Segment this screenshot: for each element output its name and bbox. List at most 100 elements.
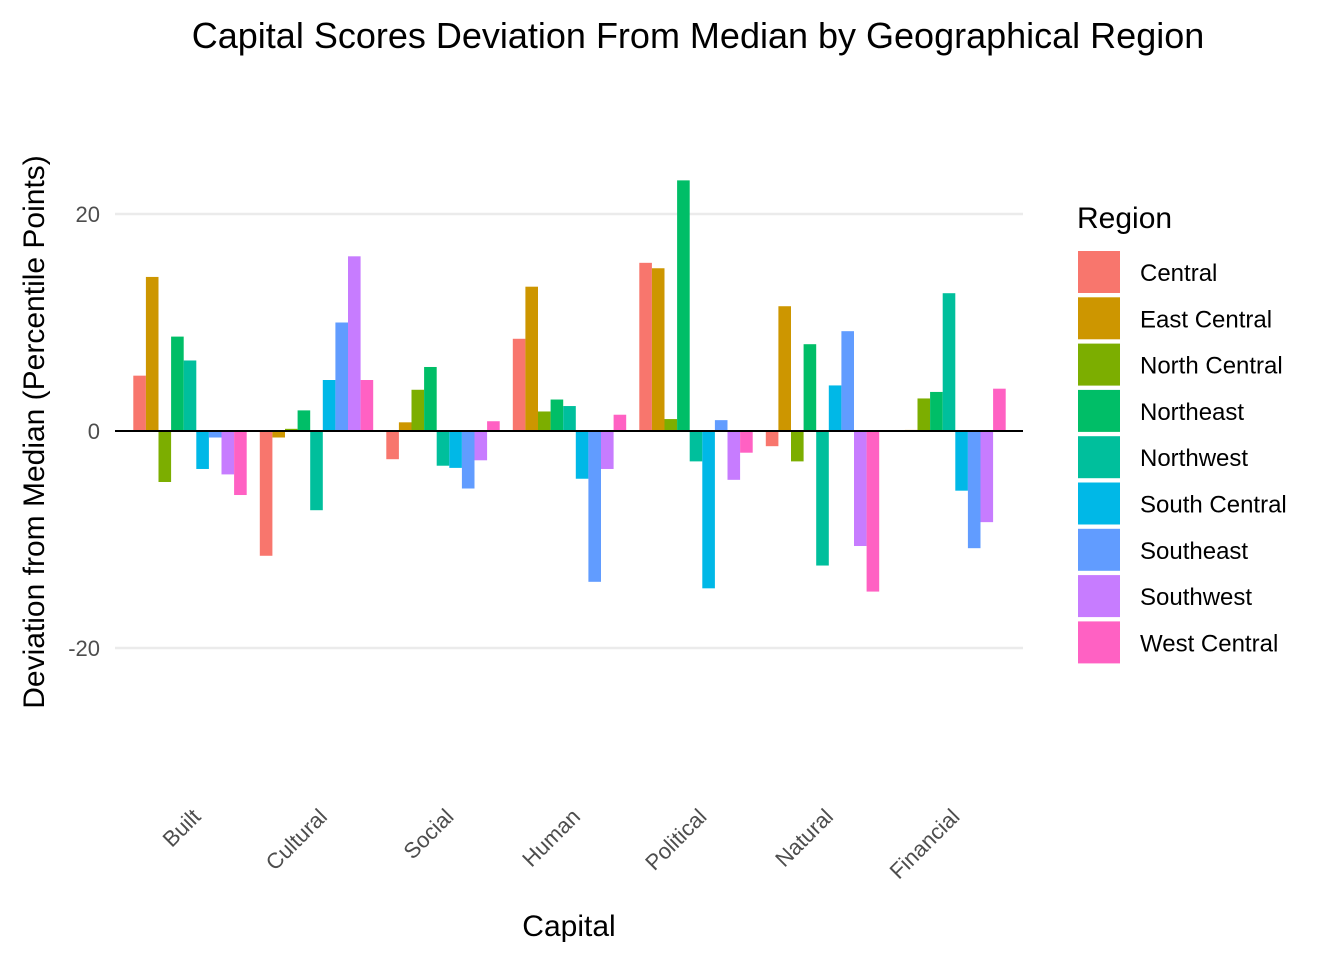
x-tick-label: Financial xyxy=(885,804,965,884)
bar-natural-southeast xyxy=(841,331,854,431)
legend-label: Northwest xyxy=(1140,445,1248,472)
bar-natural-northeast xyxy=(803,344,817,431)
bar-natural-central xyxy=(765,431,779,447)
bar-social-southwest xyxy=(474,431,488,461)
legend-title: Region xyxy=(1077,202,1172,235)
legend-swatch xyxy=(1078,528,1120,571)
bar-built-north-central xyxy=(158,431,172,482)
bar-natural-northwest xyxy=(816,431,829,566)
legend-swatch xyxy=(1078,251,1120,293)
bar-political-northwest xyxy=(689,431,703,462)
bar-political-west-central xyxy=(740,431,753,453)
bar-cultural-south-central xyxy=(322,380,336,431)
bar-financial-southeast xyxy=(967,431,981,549)
legend-item-south-central: South Central xyxy=(1078,482,1287,525)
bar-financial-northwest xyxy=(942,293,956,431)
legend-swatch xyxy=(1078,621,1120,664)
bar-natural-south-central xyxy=(828,385,842,431)
legend-item-central: Central xyxy=(1078,251,1217,293)
legend-swatch xyxy=(1078,297,1120,340)
bar-built-northeast xyxy=(171,336,184,431)
legend-item-northwest: Northwest xyxy=(1078,436,1248,479)
bar-social-northwest xyxy=(436,431,450,466)
x-tick-label: Human xyxy=(517,804,585,872)
bar-cultural-central xyxy=(259,431,273,556)
bar-financial-southwest xyxy=(980,431,994,523)
bar-financial-north-central xyxy=(917,398,931,431)
legend-items: Central East Central North Central Northeas… xyxy=(1078,251,1287,664)
legend-swatch xyxy=(1078,575,1120,618)
bar-cultural-north-central xyxy=(285,428,298,431)
legend-item-southwest: Southwest xyxy=(1078,575,1252,618)
bar-human-southeast xyxy=(588,431,601,582)
legend-label: East Central xyxy=(1140,306,1272,333)
bar-natural-southwest xyxy=(854,431,867,547)
bar-political-central xyxy=(639,262,652,431)
legend-swatch xyxy=(1078,389,1120,432)
legend-label: Southeast xyxy=(1140,538,1248,565)
bar-social-south-central xyxy=(449,431,462,468)
legend-item-southeast: Southeast xyxy=(1078,528,1248,571)
legend-label: Southwest xyxy=(1140,584,1252,611)
y-axis-title: Deviation from Median (Percentile Points… xyxy=(18,155,51,709)
legend-label: West Central xyxy=(1140,630,1278,657)
bar-financial-south-central xyxy=(955,431,968,491)
bar-built-west-central xyxy=(234,431,247,496)
bar-built-southeast xyxy=(208,431,222,438)
legend-swatch xyxy=(1078,343,1120,386)
bar-human-northwest xyxy=(563,406,576,431)
y-tick-label: 20 xyxy=(76,202,100,227)
bar-human-south-central xyxy=(575,431,589,479)
bar-political-east-central xyxy=(651,268,665,431)
bar-human-north-central xyxy=(538,411,551,431)
bar-political-northeast xyxy=(677,180,690,431)
legend-swatch xyxy=(1078,482,1120,525)
x-axis-title: Capital xyxy=(522,910,615,943)
bar-political-south-central xyxy=(702,431,715,589)
bar-human-northeast xyxy=(550,399,564,431)
bar-cultural-east-central xyxy=(272,431,285,438)
bar-built-central xyxy=(133,375,146,431)
bar-human-west-central xyxy=(613,414,627,431)
bar-social-northeast xyxy=(424,366,437,431)
bar-social-southeast xyxy=(461,431,475,489)
bar-financial-west-central xyxy=(993,388,1006,431)
legend-item-northeast: Northeast xyxy=(1078,389,1244,432)
legend-swatch xyxy=(1078,436,1120,479)
x-tick-label: Natural xyxy=(770,804,838,872)
legend-item-east-central: East Central xyxy=(1078,297,1272,340)
gridlines xyxy=(115,212,1023,650)
bar-built-east-central xyxy=(145,276,159,431)
y-axis-ticks: -20 0 20 xyxy=(68,202,100,661)
legend-label: South Central xyxy=(1140,492,1287,519)
y-tick-label: 0 xyxy=(88,419,100,444)
bar-social-central xyxy=(386,431,399,460)
legend: Region Central East Central North Central N… xyxy=(1077,202,1287,664)
legend-label: Central xyxy=(1140,260,1217,287)
bar-natural-north-central xyxy=(791,431,804,462)
bar-political-north-central xyxy=(664,419,678,431)
bar-social-north-central xyxy=(411,389,425,431)
bar-cultural-southeast xyxy=(335,322,348,431)
bar-social-west-central xyxy=(487,421,500,431)
bar-political-southwest xyxy=(727,431,741,480)
y-tick-label: -20 xyxy=(68,636,100,661)
bar-built-northwest xyxy=(183,360,197,431)
bar-human-east-central xyxy=(525,286,538,431)
bar-human-central xyxy=(512,338,526,431)
bar-cultural-northeast xyxy=(297,410,311,431)
x-tick-label: Social xyxy=(398,804,458,864)
bar-cultural-west-central xyxy=(360,380,374,431)
bar-political-southeast xyxy=(714,420,728,431)
chart-title: Capital Scores Deviation From Median by … xyxy=(192,15,1205,56)
bar-social-east-central xyxy=(398,422,412,431)
legend-item-west-central: West Central xyxy=(1078,621,1278,664)
bar-human-southwest xyxy=(601,431,614,469)
x-tick-label: Political xyxy=(640,804,711,875)
bar-cultural-southwest xyxy=(348,256,361,431)
bar-cultural-northwest xyxy=(310,431,323,511)
bar-built-south-central xyxy=(196,431,209,469)
legend-label: Northeast xyxy=(1140,399,1244,426)
legend-item-north-central: North Central xyxy=(1078,343,1283,386)
